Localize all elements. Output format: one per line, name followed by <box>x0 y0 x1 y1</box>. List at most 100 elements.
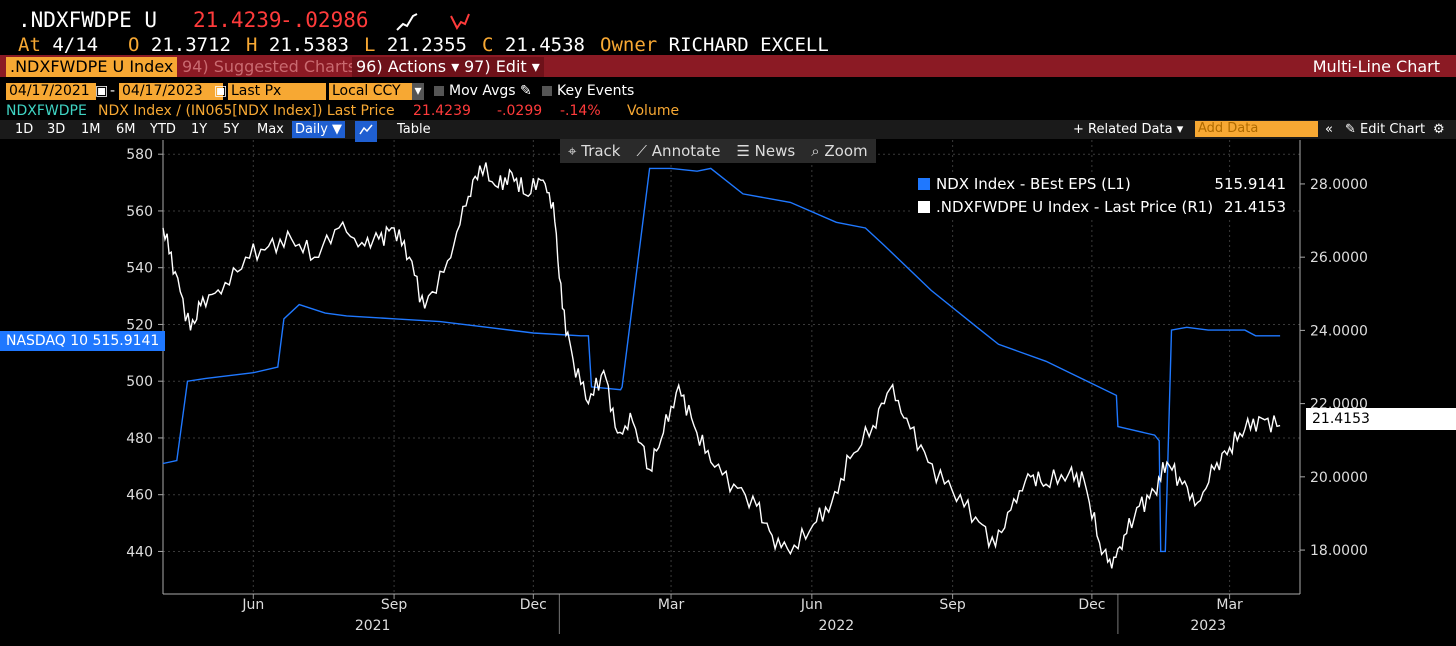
magnifier-icon: ⌕ <box>811 142 820 160</box>
last-price: 21.4239 <box>193 8 282 32</box>
chart-type-label: Multi-Line Chart <box>1312 57 1440 76</box>
table-button[interactable]: Table <box>397 122 431 137</box>
legend-series-name: NDX Index - BEst EPS (L1) <box>936 175 1131 193</box>
owner: Owner RICHARD EXCELL <box>600 34 829 56</box>
year-label: 2023 <box>1190 618 1226 634</box>
calendar-icon[interactable]: ▣ <box>95 83 109 99</box>
close-label: C <box>482 34 494 56</box>
edit-menu[interactable]: 97) Edit ▾ <box>460 57 544 77</box>
mov-avgs-toggle[interactable]: Mov Avgs <box>434 83 516 100</box>
trend-icons <box>396 13 470 31</box>
series-change: -.0299 <box>497 103 543 119</box>
legend-item[interactable]: NDX Index - BEst EPS (L1) 515.9141 <box>912 173 1292 196</box>
eps-series-line <box>162 167 1281 553</box>
right-tick-label: 26.0000 <box>1310 250 1368 266</box>
field-select[interactable]: Last Px <box>228 83 326 100</box>
high: H 21.5383 <box>246 34 349 56</box>
chevron-down-icon[interactable]: ▾ <box>412 83 424 100</box>
close-value: 21.4538 <box>504 34 585 56</box>
left-tick-label: 440 <box>126 544 153 560</box>
open: O 21.3712 <box>128 34 231 56</box>
high-label: H <box>246 34 258 56</box>
left-tick-label: 500 <box>126 374 153 390</box>
x-tick-label: Dec <box>1078 597 1105 613</box>
pen-icon: ⟋ <box>636 142 648 160</box>
series-price: 21.4239 <box>413 103 471 119</box>
crosshair-icon: ⌖ <box>568 142 577 160</box>
key-events-label: Key Events <box>557 83 635 99</box>
start-date-input[interactable]: 04/17/2021 <box>6 83 96 100</box>
news-icon: ☰ <box>736 142 750 160</box>
collapse-icon[interactable]: « <box>1325 122 1333 137</box>
range-1m[interactable]: 1M <box>81 122 101 137</box>
left-tick-label: 580 <box>126 147 153 163</box>
x-tick-label: Jun <box>800 597 823 613</box>
low-value: 21.2355 <box>386 34 467 56</box>
left-tick-label: 460 <box>126 488 153 504</box>
right-tick-label: 20.0000 <box>1310 470 1368 486</box>
actions-menu[interactable]: 96) Actions ▾ <box>352 57 464 77</box>
legend-series-value: 515.9141 <box>1214 175 1286 193</box>
left-tick-label: 560 <box>126 204 153 220</box>
sparkline-icon <box>396 13 418 31</box>
volume-label: Volume <box>627 103 680 119</box>
line-chart-icon[interactable] <box>355 121 377 142</box>
legend-swatch <box>918 178 930 190</box>
as-of-label: At <box>18 34 41 56</box>
currency-select[interactable]: Local CCY <box>329 83 421 100</box>
x-tick-label: Sep <box>381 597 408 613</box>
legend-swatch <box>918 201 930 213</box>
close: C 21.4538 <box>482 34 585 56</box>
suggested-charts-tab[interactable]: 94) Suggested Charts <box>182 57 357 76</box>
axes: Jun Sep Dec Mar Jun Sep Dec Mar 2021 2022 2023 440 4… <box>126 140 1368 634</box>
range-1d[interactable]: 1D <box>15 122 34 137</box>
related-data-menu[interactable]: + Related Data ▾ <box>1073 122 1184 137</box>
key-events-toggle[interactable]: Key Events <box>542 83 634 100</box>
security-ticker: .NDXFWDPE U <box>18 8 158 32</box>
open-value: 21.3712 <box>150 34 231 56</box>
checkbox-icon[interactable] <box>434 86 444 96</box>
pencil-icon[interactable]: ✎ <box>520 83 532 99</box>
series-formula: NDX Index / (IN065[NDX Index]) Last Pric… <box>98 103 395 119</box>
chart-controls: ⌖ Track ⟋ Annotate ☰ News ⌕ Zoom <box>560 139 876 163</box>
annotate-label: Annotate <box>651 142 721 160</box>
x-tick-label: Mar <box>1216 597 1243 613</box>
legend-item[interactable]: .NDXFWDPE U Index - Last Price (R1) 21.4… <box>912 196 1292 219</box>
range-ytd[interactable]: YTD <box>150 122 176 137</box>
annotate-button[interactable]: ⟋ Annotate <box>629 139 729 163</box>
range-3d[interactable]: 3D <box>47 122 66 137</box>
edit-chart-button[interactable]: ✎ Edit Chart <box>1345 122 1426 137</box>
right-tick-label: 24.0000 <box>1310 323 1368 339</box>
range-5y[interactable]: 5Y <box>223 122 240 137</box>
right-tick-label: 28.0000 <box>1310 177 1368 193</box>
track-button[interactable]: ⌖ Track <box>560 139 629 163</box>
owner-label: Owner <box>600 34 658 56</box>
price-change: -.02986 <box>280 8 369 32</box>
open-label: O <box>128 34 140 56</box>
mov-avgs-label: Mov Avgs <box>449 83 516 99</box>
end-date-input[interactable]: 04/17/2023 <box>119 83 223 100</box>
calendar-icon[interactable]: ▣ <box>214 83 228 99</box>
owner-value: RICHARD EXCELL <box>668 34 829 56</box>
frequency-select[interactable]: Daily ▼ <box>292 121 346 138</box>
news-button[interactable]: ☰ News <box>728 139 803 163</box>
zoom-label: Zoom <box>824 142 868 160</box>
as-of: At 4/14 <box>18 34 98 56</box>
year-label: 2021 <box>355 618 391 634</box>
range-max[interactable]: Max <box>257 122 284 137</box>
right-axis-value-flag: 21.4153 NDXFWDPE <box>1306 408 1456 449</box>
left-axis-value-flag: NASDAQ 10 515.9141 <box>0 331 166 351</box>
gear-icon[interactable]: ⚙ <box>1433 122 1445 137</box>
track-label: Track <box>581 142 621 160</box>
right-tick-label: 18.0000 <box>1310 543 1368 559</box>
down-check-icon <box>450 13 470 30</box>
security-tab[interactable]: .NDXFWDPE U Index <box>6 57 178 77</box>
checkbox-icon[interactable] <box>542 86 552 96</box>
range-1y[interactable]: 1Y <box>191 122 208 137</box>
range-6m[interactable]: 6M <box>116 122 136 137</box>
line-chart-glyph <box>359 124 373 135</box>
date-separator: - <box>110 83 116 99</box>
add-data-input[interactable]: Add Data <box>1195 121 1318 137</box>
left-tick-label: 540 <box>126 261 153 277</box>
zoom-button[interactable]: ⌕ Zoom <box>803 139 875 163</box>
